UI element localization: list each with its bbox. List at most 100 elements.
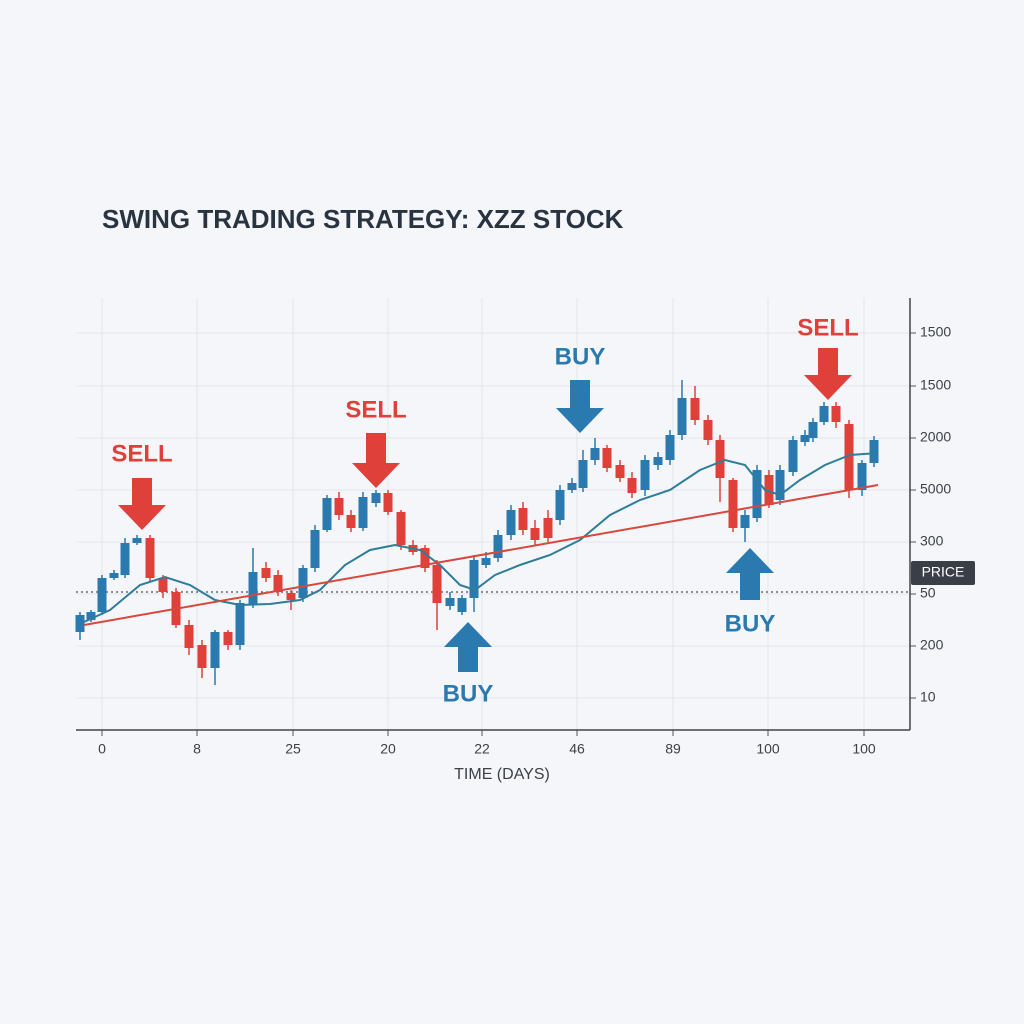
candle-body bbox=[420, 548, 430, 568]
candle-body bbox=[273, 575, 283, 592]
candle-body bbox=[506, 510, 516, 535]
candle-body bbox=[261, 568, 271, 578]
signal-arrow bbox=[804, 348, 852, 400]
candle-body bbox=[197, 645, 207, 668]
candle-body bbox=[775, 470, 785, 500]
candle-body bbox=[158, 578, 168, 592]
candle-body bbox=[831, 406, 841, 422]
candle-body bbox=[184, 625, 194, 648]
candle-body bbox=[677, 398, 687, 435]
signal-arrow bbox=[352, 433, 400, 488]
x-tick-label: 8 bbox=[193, 741, 201, 757]
candle-body bbox=[346, 515, 356, 528]
candle-body bbox=[132, 538, 142, 543]
candle-body bbox=[728, 480, 738, 528]
candle-body bbox=[543, 518, 553, 538]
candle-body bbox=[322, 498, 332, 530]
annotation-label: SELL bbox=[111, 440, 172, 467]
x-tick-label: 89 bbox=[665, 741, 681, 757]
candle-body bbox=[800, 435, 810, 442]
candle-body bbox=[555, 490, 565, 520]
y-tick-label: 50 bbox=[920, 585, 936, 601]
candle-body bbox=[530, 528, 540, 540]
candle-body bbox=[653, 457, 663, 465]
candle-body bbox=[615, 465, 625, 478]
candle-body bbox=[690, 398, 700, 420]
x-tick-label: 25 bbox=[285, 741, 301, 757]
candle-body bbox=[97, 578, 107, 612]
annotation-label: BUY bbox=[443, 680, 494, 707]
candle-body bbox=[819, 406, 829, 422]
candle-body bbox=[334, 498, 344, 515]
y-tick-label: 1500 bbox=[920, 324, 951, 340]
x-tick-label: 100 bbox=[756, 741, 780, 757]
candle-body bbox=[109, 573, 119, 578]
x-axis-label: TIME (DAYS) bbox=[454, 766, 550, 783]
signal-arrow bbox=[726, 548, 774, 600]
candle-body bbox=[469, 560, 479, 598]
x-tick-label: 0 bbox=[98, 741, 106, 757]
annotation-label: SELL bbox=[345, 396, 406, 423]
candle-body bbox=[432, 565, 442, 603]
price-tag-label: PRICE bbox=[922, 564, 965, 580]
candle-body bbox=[235, 603, 245, 645]
price-tag bbox=[911, 561, 975, 585]
x-tick-label: 100 bbox=[852, 741, 876, 757]
candle-body bbox=[145, 538, 155, 578]
candle-body bbox=[788, 440, 798, 472]
x-tick-label: 22 bbox=[474, 741, 490, 757]
candle-body bbox=[518, 508, 528, 530]
candle-body bbox=[383, 493, 393, 512]
series-line bbox=[83, 484, 879, 626]
x-tick-label: 20 bbox=[380, 741, 396, 757]
y-tick-label: 200 bbox=[920, 637, 944, 653]
candle-body bbox=[740, 515, 750, 528]
y-tick-label: 1500 bbox=[920, 377, 951, 393]
signal-arrow bbox=[556, 380, 604, 433]
candle-body bbox=[396, 512, 406, 545]
candle-body bbox=[481, 558, 491, 565]
candle-body bbox=[844, 424, 854, 490]
candle-body bbox=[310, 530, 320, 568]
y-tick-label: 5000 bbox=[920, 481, 951, 497]
series-line bbox=[83, 452, 879, 623]
candle-body bbox=[703, 420, 713, 440]
signal-arrow bbox=[444, 622, 492, 672]
candle-body bbox=[210, 632, 220, 668]
y-tick-label: 10 bbox=[920, 689, 936, 705]
candle-body bbox=[715, 440, 725, 478]
x-tick-label: 46 bbox=[569, 741, 585, 757]
candle-body bbox=[602, 448, 612, 468]
candle-body bbox=[567, 483, 577, 490]
candle-body bbox=[627, 478, 637, 493]
candle-body bbox=[590, 448, 600, 460]
candle-body bbox=[75, 615, 85, 632]
candle-body bbox=[120, 543, 130, 575]
annotation-label: SELL bbox=[797, 314, 858, 341]
candle-body bbox=[640, 460, 650, 490]
candle-body bbox=[493, 535, 503, 558]
candle-body bbox=[86, 612, 96, 620]
candle-body bbox=[857, 463, 867, 490]
signal-arrow bbox=[118, 478, 166, 530]
candle-body bbox=[223, 632, 233, 645]
candle-body bbox=[286, 593, 296, 600]
annotation-label: BUY bbox=[725, 610, 776, 637]
candle-body bbox=[248, 572, 258, 605]
candle-body bbox=[445, 598, 455, 606]
y-tick-label: 2000 bbox=[920, 429, 951, 445]
y-tick-label: 300 bbox=[920, 533, 944, 549]
candle-body bbox=[869, 440, 879, 463]
candle-body bbox=[764, 475, 774, 505]
candle-body bbox=[665, 435, 675, 460]
candle-body bbox=[457, 598, 467, 612]
candle-body bbox=[578, 460, 588, 488]
chart-title: SWING TRADING STRATEGY: XZZ STOCK bbox=[102, 204, 624, 234]
annotation-label: BUY bbox=[555, 343, 606, 370]
candle-body bbox=[371, 493, 381, 503]
candle-body bbox=[808, 422, 818, 438]
candle-body bbox=[752, 470, 762, 518]
candle-body bbox=[358, 497, 368, 528]
